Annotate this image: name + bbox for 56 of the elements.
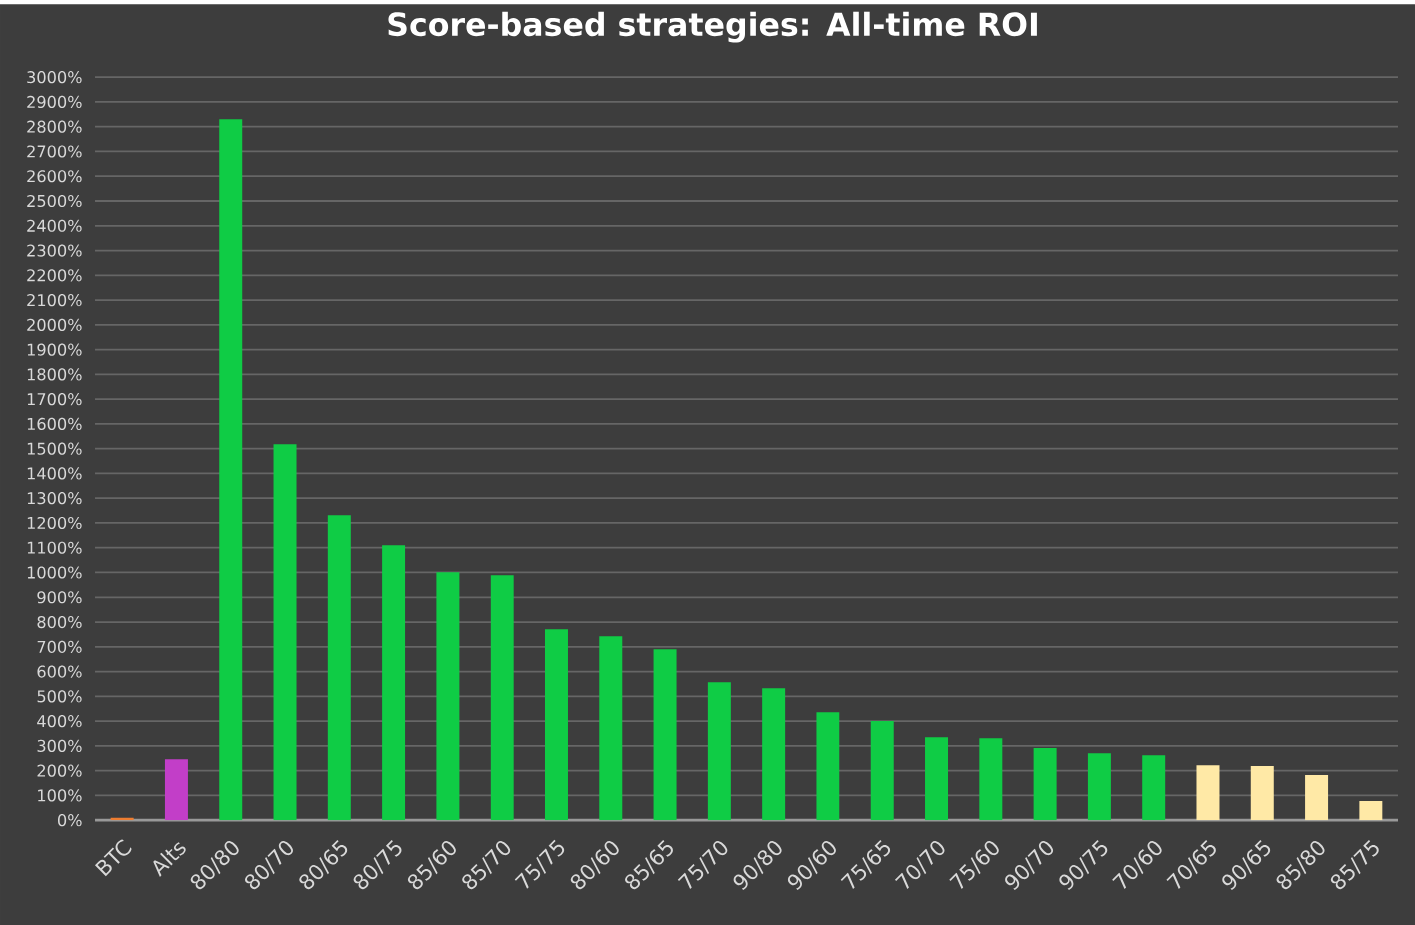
bar bbox=[1196, 765, 1220, 821]
y-tick-label: 2500% bbox=[27, 194, 82, 208]
y-tick-label: 500% bbox=[37, 690, 82, 703]
y-tick-label: 0% bbox=[57, 814, 82, 827]
x-tick-label: Alts bbox=[153, 842, 186, 877]
y-tick-label: 1900% bbox=[27, 343, 82, 356]
bar bbox=[490, 575, 514, 821]
y-tick-label: 3000% bbox=[27, 71, 82, 84]
y-tick-label: 1300% bbox=[27, 492, 82, 505]
y-tick-label: 1200% bbox=[27, 516, 82, 529]
bar bbox=[1359, 801, 1383, 821]
y-tick-label: 2800% bbox=[27, 120, 82, 133]
y-tick-label: 2300% bbox=[27, 244, 82, 257]
bar bbox=[816, 712, 840, 821]
bar bbox=[327, 515, 351, 821]
bar bbox=[436, 572, 460, 821]
bar bbox=[273, 444, 297, 821]
bar bbox=[1033, 748, 1057, 821]
y-tick-label: 900% bbox=[37, 591, 82, 604]
y-tick-label: 300% bbox=[37, 739, 82, 752]
bar bbox=[1087, 753, 1111, 821]
bar bbox=[382, 545, 406, 821]
bar bbox=[707, 682, 731, 821]
y-tick-label: 2600% bbox=[27, 170, 82, 183]
bar bbox=[1142, 755, 1166, 821]
y-tick-label: 1000% bbox=[27, 566, 82, 579]
y-tick-label: 2000% bbox=[27, 318, 82, 331]
bar bbox=[979, 738, 1003, 821]
y-tick-label: 2200% bbox=[27, 269, 82, 282]
y-tick-label: 2100% bbox=[27, 293, 82, 307]
y-tick-label: 1500% bbox=[27, 442, 82, 455]
bar bbox=[1305, 775, 1329, 821]
bar bbox=[219, 119, 243, 821]
bar bbox=[544, 629, 568, 821]
y-tick-label: 1800% bbox=[27, 368, 82, 381]
bar bbox=[925, 737, 949, 821]
y-tick-label: 1700% bbox=[27, 392, 82, 406]
bar bbox=[762, 688, 786, 821]
y-tick-label: 1100% bbox=[27, 541, 82, 554]
y-tick-label: 600% bbox=[37, 665, 82, 678]
y-tick-label: 2900% bbox=[27, 95, 82, 108]
bar bbox=[1250, 765, 1274, 821]
y-tick-label: 400% bbox=[37, 714, 82, 728]
bar bbox=[599, 636, 623, 821]
bar bbox=[653, 649, 677, 821]
y-tick-label: 700% bbox=[37, 640, 82, 653]
y-tick-label: 1400% bbox=[27, 467, 82, 480]
y-tick-label: 2400% bbox=[27, 219, 82, 232]
y-tick-label: 2700% bbox=[27, 145, 82, 158]
y-tick-label: 800% bbox=[37, 615, 82, 629]
y-tick-label: 1600% bbox=[27, 417, 82, 430]
bar bbox=[870, 721, 894, 821]
y-tick-label: 100% bbox=[38, 789, 82, 802]
bar bbox=[164, 759, 188, 821]
chart-title: Score-based strategies: All-time ROI bbox=[388, 11, 1037, 43]
y-tick-label: 200% bbox=[37, 764, 82, 777]
